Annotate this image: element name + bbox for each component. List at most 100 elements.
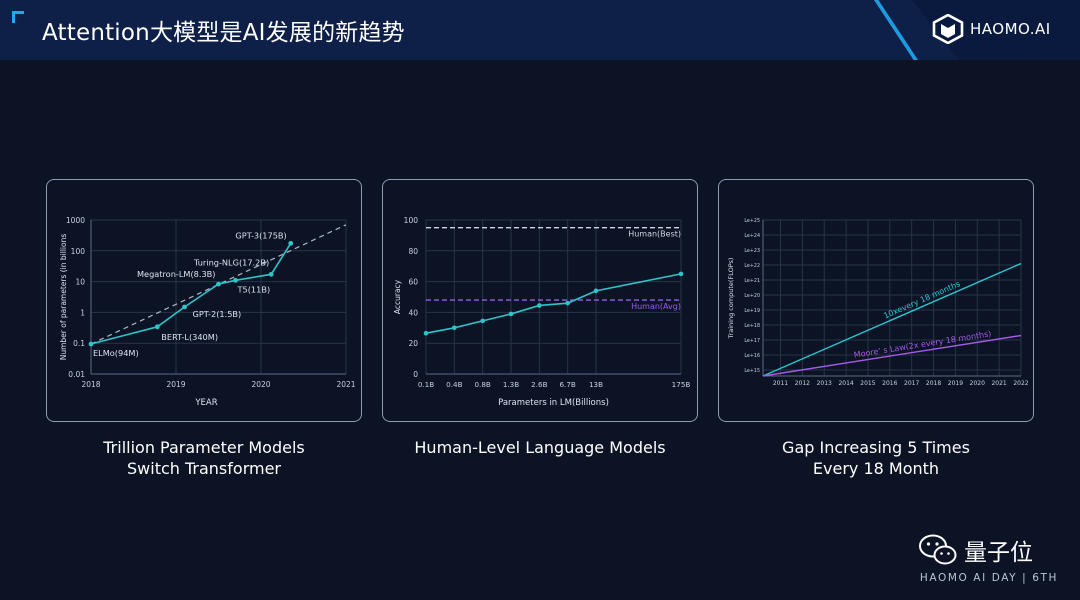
y-tick-label: 60: [408, 278, 418, 287]
chart-panel-accuracy: 0 20 40 60 80 100 0.1B 0.4B 0.8B 1.3B 2.6B 6.7B 13B 1…: [382, 179, 698, 422]
data-point: [565, 300, 570, 306]
x-tick-label: 175B: [672, 380, 691, 389]
y-tick-label: 100: [71, 247, 86, 256]
y-tick-label: Le+24: [744, 233, 760, 239]
x-axis-title: Parameters in LM(Billions): [498, 398, 609, 408]
point-label: ELMo(94M): [93, 348, 139, 358]
y-tick-label: 1000: [66, 216, 85, 225]
chart-panel-compute: Le+15 Le+16 Le+17 Le+18 Le+19 Le+20 Le+21 Le+22…: [718, 179, 1034, 422]
trend-line: [762, 262, 1022, 377]
y-tick-label: 10: [75, 278, 85, 287]
data-point: [508, 311, 514, 317]
data-point: [268, 271, 274, 277]
x-tick-label: 2014: [838, 380, 853, 387]
y-tick-label: 80: [408, 247, 418, 256]
data-point: [154, 324, 160, 330]
y-tick-label: Le+18: [744, 323, 760, 329]
data-point: [233, 277, 238, 283]
x-tick-label: 2021: [336, 380, 355, 389]
compute-chart: Le+15 Le+16 Le+17 Le+18 Le+19 Le+20 Le+21 Le+22…: [727, 218, 1029, 387]
y-tick-label: Le+20: [744, 293, 760, 299]
chart-panel-parameters: 2018 2019 2020 2021 0.01 0.1 1 10 100 1000 ELMo(94…: [46, 179, 362, 422]
y-tick-label: 100: [404, 216, 419, 225]
x-axis-title: YEAR: [194, 398, 217, 408]
point-label: Turing-NLG(17.2B): [193, 257, 269, 267]
wechat-icon: [919, 534, 957, 565]
x-tick-label: 2022: [1013, 380, 1028, 387]
reference-label: Human(Best): [628, 230, 681, 239]
x-tick-label: 2019: [166, 380, 185, 389]
y-tick-label: Le+17: [744, 338, 760, 344]
caption-line: Human-Level Language Models: [414, 438, 666, 457]
trend-line: [762, 334, 1022, 377]
x-tick-label: 6.7B: [559, 380, 575, 389]
data-point: [88, 341, 94, 347]
x-tick-label: 0.1B: [418, 380, 434, 389]
brand-name: 量子位: [964, 540, 1033, 566]
data-point: [593, 288, 599, 294]
y-tick-label: Le+19: [744, 308, 760, 314]
y-axis-title: Accuracy: [393, 279, 402, 314]
event-label: HAOMO AI DAY | 6TH: [919, 572, 1058, 584]
page-title: Attention大模型是AI发展的新趋势: [42, 20, 405, 46]
x-tick-label: 0.4B: [446, 380, 462, 389]
point-label: BERT-L(340M): [161, 332, 218, 342]
x-tick-label: 2011: [773, 380, 788, 387]
caption-parameters: Trillion Parameter Models Switch Transfo…: [46, 437, 362, 479]
data-point: [678, 271, 684, 277]
y-tick-label: Le+25: [744, 218, 760, 224]
x-tick-label: 2018: [926, 380, 941, 387]
x-tick-label: 1.3B: [503, 380, 519, 389]
caption-line: Trillion Parameter Models: [103, 438, 305, 457]
y-tick-label: 0.1: [73, 339, 85, 348]
x-tick-label: 2012: [795, 380, 810, 387]
point-label: T5(11B): [237, 284, 271, 294]
x-tick-label: 0.8B: [474, 380, 490, 389]
point-label: GPT-2(1.5B): [193, 309, 242, 319]
haomo-logo: HAOMO.AI: [932, 14, 1051, 44]
accuracy-chart: 0 20 40 60 80 100 0.1B 0.4B 0.8B 1.3B 2.6B 6.7B 13B 1…: [393, 216, 691, 408]
logo-text: HAOMO.AI: [970, 20, 1051, 38]
y-tick-label: 40: [408, 308, 418, 317]
corner-bracket-icon: [12, 11, 24, 23]
y-tick-label: Le+22: [744, 263, 760, 269]
y-tick-label: 20: [408, 339, 418, 348]
y-tick-label: 0.01: [68, 370, 85, 379]
header-bar: [0, 0, 1080, 60]
x-tick-label: 2018: [81, 380, 100, 389]
data-point: [288, 240, 294, 246]
x-tick-label: 2015: [860, 380, 875, 387]
accuracy-series-line: [425, 273, 682, 334]
y-tick-label: Le+15: [744, 368, 760, 374]
caption-line: Every 18 Month: [812, 459, 940, 478]
y-tick-label: Le+23: [744, 248, 760, 254]
y-axis-title: Number of parameters (in billions: [59, 234, 68, 361]
x-tick-label: 2019: [948, 380, 963, 387]
caption-line: Gap Increasing 5 Times: [782, 438, 970, 457]
y-tick-label: Le+21: [744, 278, 760, 284]
x-tick-label: 2020: [970, 380, 985, 387]
y-axis-title: Training compute(FLOPs): [727, 258, 735, 340]
data-point: [182, 304, 187, 310]
y-tick-label: Le+16: [744, 353, 760, 359]
y-tick-label: 0: [413, 370, 418, 379]
data-point: [423, 330, 429, 336]
trend-dashed-line: [90, 224, 347, 345]
x-tick-label: 13B: [589, 380, 603, 389]
caption-accuracy: Human-Level Language Models: [382, 437, 698, 458]
x-tick-label: 2016: [882, 380, 897, 387]
x-tick-label: 2.6B: [531, 380, 547, 389]
series-label: 10xevery 18 months: [882, 279, 961, 320]
point-label: Megatron-LM(8.3B): [137, 269, 216, 279]
point-label: GPT-3(175B): [235, 230, 286, 240]
x-tick-label: 2017: [904, 380, 919, 387]
x-tick-label: 2020: [251, 380, 270, 389]
haomo-hexagon-icon: [932, 14, 964, 44]
data-point: [480, 318, 485, 324]
caption-compute: Gap Increasing 5 Times Every 18 Month: [718, 437, 1034, 479]
y-tick-label: 1: [80, 308, 85, 317]
x-tick-label: 2013: [817, 380, 832, 387]
data-point: [537, 303, 542, 308]
reference-label: Human(Avg): [631, 302, 681, 311]
parameters-chart: 2018 2019 2020 2021 0.01 0.1 1 10 100 1000 ELMo(94…: [59, 216, 356, 408]
